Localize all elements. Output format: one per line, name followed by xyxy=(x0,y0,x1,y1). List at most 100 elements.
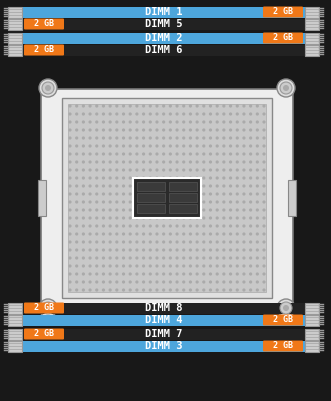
Circle shape xyxy=(223,113,225,115)
Circle shape xyxy=(250,169,252,171)
Circle shape xyxy=(190,177,191,179)
Circle shape xyxy=(230,217,231,219)
Circle shape xyxy=(230,177,231,179)
Circle shape xyxy=(143,153,145,155)
Circle shape xyxy=(69,209,71,211)
Circle shape xyxy=(122,193,124,195)
Circle shape xyxy=(76,233,77,235)
Circle shape xyxy=(216,217,218,219)
Circle shape xyxy=(89,129,91,131)
Circle shape xyxy=(169,265,171,267)
Circle shape xyxy=(183,105,185,107)
Circle shape xyxy=(122,217,124,219)
Text: 2 GB: 2 GB xyxy=(273,316,293,324)
Circle shape xyxy=(109,193,111,195)
Circle shape xyxy=(76,193,77,195)
Bar xyxy=(22,314,305,326)
Circle shape xyxy=(122,105,124,107)
Circle shape xyxy=(196,201,198,203)
Circle shape xyxy=(143,185,145,187)
Text: DIMM 3: DIMM 3 xyxy=(145,341,182,351)
Circle shape xyxy=(109,137,111,139)
Circle shape xyxy=(223,257,225,259)
Circle shape xyxy=(250,289,252,291)
Circle shape xyxy=(76,241,77,243)
Circle shape xyxy=(116,241,118,243)
Circle shape xyxy=(250,153,252,155)
Circle shape xyxy=(250,281,252,283)
Circle shape xyxy=(149,113,151,115)
Circle shape xyxy=(176,273,178,275)
Circle shape xyxy=(96,169,98,171)
Circle shape xyxy=(169,289,171,291)
Circle shape xyxy=(82,201,84,203)
Circle shape xyxy=(203,241,205,243)
Circle shape xyxy=(183,225,185,227)
Circle shape xyxy=(76,209,77,211)
Circle shape xyxy=(116,281,118,283)
Circle shape xyxy=(236,217,238,219)
Circle shape xyxy=(210,289,212,291)
Bar xyxy=(8,340,22,352)
Circle shape xyxy=(169,249,171,251)
Circle shape xyxy=(129,217,131,219)
Circle shape xyxy=(243,249,245,251)
Circle shape xyxy=(176,177,178,179)
Circle shape xyxy=(76,145,77,147)
Circle shape xyxy=(196,265,198,267)
Circle shape xyxy=(176,105,178,107)
Circle shape xyxy=(143,201,145,203)
Circle shape xyxy=(109,281,111,283)
Circle shape xyxy=(263,161,265,163)
Circle shape xyxy=(156,209,158,211)
Circle shape xyxy=(243,273,245,275)
Text: 2 GB: 2 GB xyxy=(34,330,54,338)
Circle shape xyxy=(116,161,118,163)
Circle shape xyxy=(210,257,212,259)
Circle shape xyxy=(69,281,71,283)
Circle shape xyxy=(183,113,185,115)
Circle shape xyxy=(42,302,54,314)
FancyBboxPatch shape xyxy=(263,340,303,352)
Circle shape xyxy=(122,209,124,211)
Circle shape xyxy=(257,105,258,107)
Circle shape xyxy=(129,241,131,243)
Circle shape xyxy=(176,153,178,155)
Circle shape xyxy=(183,217,185,219)
Circle shape xyxy=(149,241,151,243)
Circle shape xyxy=(216,209,218,211)
Circle shape xyxy=(257,233,258,235)
Circle shape xyxy=(143,137,145,139)
Circle shape xyxy=(103,281,104,283)
Circle shape xyxy=(156,241,158,243)
Circle shape xyxy=(183,193,185,195)
Circle shape xyxy=(163,161,165,163)
Circle shape xyxy=(230,209,231,211)
FancyBboxPatch shape xyxy=(24,302,64,314)
Circle shape xyxy=(163,177,165,179)
Circle shape xyxy=(230,257,231,259)
Circle shape xyxy=(143,265,145,267)
Bar xyxy=(305,45,319,55)
Circle shape xyxy=(69,137,71,139)
Circle shape xyxy=(96,129,98,131)
Circle shape xyxy=(250,249,252,251)
Circle shape xyxy=(149,289,151,291)
Circle shape xyxy=(129,193,131,195)
Circle shape xyxy=(163,281,165,283)
Circle shape xyxy=(263,177,265,179)
Circle shape xyxy=(190,209,191,211)
Circle shape xyxy=(236,289,238,291)
Circle shape xyxy=(129,161,131,163)
Circle shape xyxy=(89,257,91,259)
Circle shape xyxy=(129,257,131,259)
Circle shape xyxy=(176,289,178,291)
Circle shape xyxy=(236,177,238,179)
Circle shape xyxy=(69,113,71,115)
Circle shape xyxy=(82,129,84,131)
Circle shape xyxy=(236,265,238,267)
Circle shape xyxy=(203,153,205,155)
Circle shape xyxy=(116,113,118,115)
Bar xyxy=(8,18,22,30)
Circle shape xyxy=(96,241,98,243)
